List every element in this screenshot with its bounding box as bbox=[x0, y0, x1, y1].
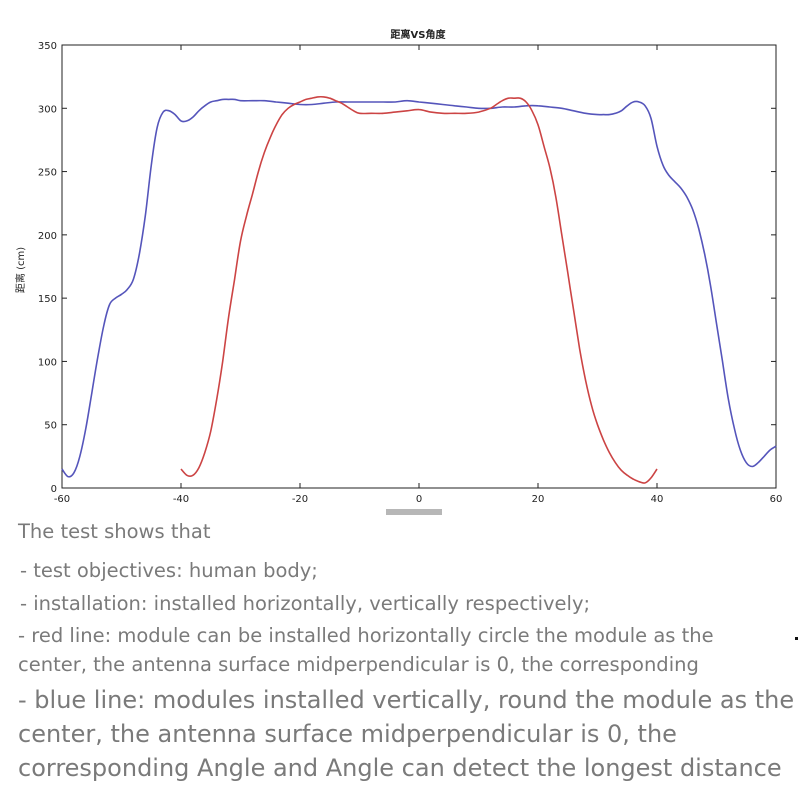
x-tick-label: 60 bbox=[770, 494, 783, 505]
notes-line: - installation: installed horizontally, … bbox=[20, 592, 591, 615]
chart-title: 距离VS角度 bbox=[391, 28, 447, 41]
notes-line: center, the antenna surface midperpendic… bbox=[18, 720, 677, 748]
x-tick-label: -60 bbox=[54, 494, 70, 505]
y-tick-label: 50 bbox=[44, 421, 57, 432]
x-tick-label: 20 bbox=[532, 494, 545, 505]
y-tick-label: 150 bbox=[38, 294, 57, 305]
y-axis-label: 距离 (cm) bbox=[14, 247, 27, 293]
blue-series-line bbox=[61, 98, 777, 478]
notes-line: corresponding Angle and Angle can detect… bbox=[18, 754, 782, 782]
y-tick-label: 350 bbox=[38, 41, 57, 52]
y-tick-label: 200 bbox=[38, 231, 57, 242]
notes-line: - blue line: modules installed verticall… bbox=[18, 686, 795, 714]
x-tick-label: 40 bbox=[651, 494, 664, 505]
x-tick-label: -20 bbox=[292, 494, 308, 505]
scroll-indicator[interactable] bbox=[386, 509, 442, 515]
line-chart: 距离VS角度 距离 (cm) -60 -40 -20 0 20 40 60 0 50 100 150… bbox=[14, 28, 783, 505]
notes-heading: The test shows that bbox=[18, 520, 211, 543]
x-tick-label: 0 bbox=[416, 494, 422, 505]
y-tick-label: 250 bbox=[38, 168, 57, 179]
red-series-line bbox=[180, 95, 658, 484]
notes-line: - red line: module can be installed hori… bbox=[18, 624, 714, 647]
notes-line: center, the antenna surface midperpendic… bbox=[18, 653, 699, 676]
x-tick-label: -40 bbox=[173, 494, 189, 505]
stray-dot bbox=[795, 637, 798, 640]
y-tick-label: 0 bbox=[51, 484, 57, 495]
notes-line: - test objectives: human body; bbox=[20, 559, 318, 582]
y-tick-label: 300 bbox=[38, 104, 57, 115]
y-tick-label: 100 bbox=[38, 357, 57, 368]
